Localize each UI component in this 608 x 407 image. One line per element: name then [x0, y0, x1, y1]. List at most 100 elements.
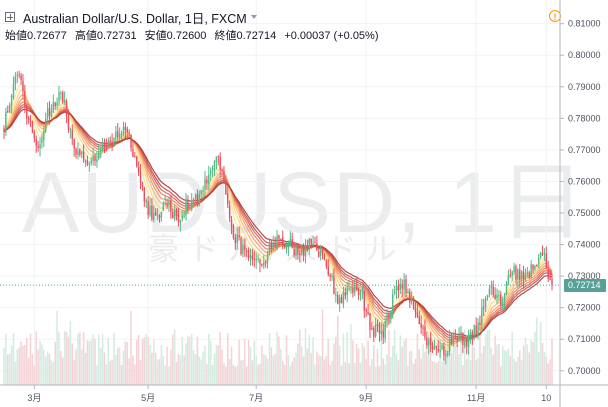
volume-bar [117, 348, 119, 385]
candle [245, 248, 248, 258]
volume-bar [20, 341, 22, 385]
candle [58, 85, 60, 106]
candle [483, 298, 485, 317]
candle-body [538, 257, 540, 265]
candle [73, 138, 75, 157]
volume-bar [101, 334, 104, 385]
candle-body [266, 253, 269, 263]
volume-bar [242, 359, 244, 385]
candle [103, 138, 106, 153]
candle [54, 101, 56, 110]
volume-bar [71, 343, 74, 385]
candle-body [437, 348, 439, 352]
volume-bar [263, 353, 265, 385]
volume-bar [308, 334, 311, 385]
volume-bar [268, 333, 271, 385]
candle [331, 272, 333, 281]
candle [160, 211, 163, 222]
candle [316, 235, 318, 251]
volume-bar [276, 331, 278, 385]
candle [198, 190, 201, 207]
volume-bar [139, 360, 142, 385]
y-tick-label: 0.72000 [568, 303, 601, 313]
volume-bar [115, 354, 117, 385]
volume-bar [128, 358, 130, 385]
candle [128, 129, 130, 137]
volume-bar [355, 344, 358, 385]
candle [126, 126, 128, 140]
x-tick-label: 11月 [467, 393, 485, 403]
candle [60, 90, 62, 100]
candle-body [86, 160, 89, 165]
y-tick-label: 0.81000 [568, 19, 601, 29]
volume-bar [503, 350, 506, 385]
volume-bar [382, 358, 384, 385]
volume-bar [84, 353, 87, 385]
candle-body [98, 151, 100, 160]
candle-body [227, 193, 229, 205]
candle-body [390, 310, 392, 319]
candle [202, 185, 204, 200]
candle-body [48, 107, 51, 117]
candle-body [213, 161, 216, 170]
candle-body [282, 237, 284, 245]
candle [302, 243, 305, 262]
candle [228, 200, 231, 223]
low-label: 安値 [144, 30, 167, 42]
candle-body [477, 322, 479, 337]
symbol-watermark: AUDUSD, 1日 [22, 155, 587, 251]
candle-body [498, 295, 500, 297]
volume-bar [454, 340, 457, 385]
candle-body [306, 247, 309, 250]
candle-body [122, 127, 125, 135]
volume-bar [393, 329, 396, 385]
candle-body [84, 160, 87, 162]
candle [445, 349, 447, 365]
volume-bar [306, 348, 309, 385]
candle-body [238, 234, 240, 238]
caret-down-icon[interactable] [250, 15, 257, 19]
candle [318, 245, 320, 258]
candle-body [393, 291, 396, 294]
candle-body [230, 219, 233, 227]
volume-bar [350, 324, 352, 385]
candle [35, 135, 37, 153]
candle [43, 125, 45, 148]
candle-body [414, 307, 417, 313]
candle-body [257, 258, 259, 260]
candle-body [424, 326, 426, 338]
candle-body [357, 288, 360, 296]
candle-body [263, 262, 265, 266]
candle [168, 197, 170, 212]
candle-body [302, 248, 305, 257]
candle [350, 286, 352, 294]
candle [8, 102, 11, 114]
expand-icon[interactable] [5, 12, 15, 22]
y-tick-label: 0.80000 [568, 50, 601, 60]
volume-bar [154, 352, 157, 385]
candle [297, 242, 299, 260]
candle [62, 90, 64, 105]
volume-bar [409, 351, 411, 385]
candle-body [365, 309, 367, 312]
candle-body [126, 128, 128, 133]
volume-bar [331, 360, 333, 385]
volume-bar [475, 360, 477, 385]
volume-bar [482, 346, 485, 385]
symbol-title[interactable]: Australian Dollar/U.S. Dollar, 1日, FXCM [23, 11, 247, 26]
volume-bar [318, 354, 320, 385]
candle [84, 159, 87, 168]
volume-bar [304, 327, 307, 385]
candle [467, 329, 470, 355]
volume-bar [424, 351, 426, 385]
candle-body [39, 143, 41, 149]
candle-body [467, 335, 470, 348]
symbol-title-row[interactable]: Australian Dollar/U.S. Dollar, 1日, FXCM [5, 9, 257, 26]
candlesticks[interactable] [3, 70, 553, 365]
candle-body [249, 255, 252, 258]
candle-body [8, 105, 11, 112]
volume-bar [530, 339, 532, 385]
volume-bar [458, 353, 460, 385]
